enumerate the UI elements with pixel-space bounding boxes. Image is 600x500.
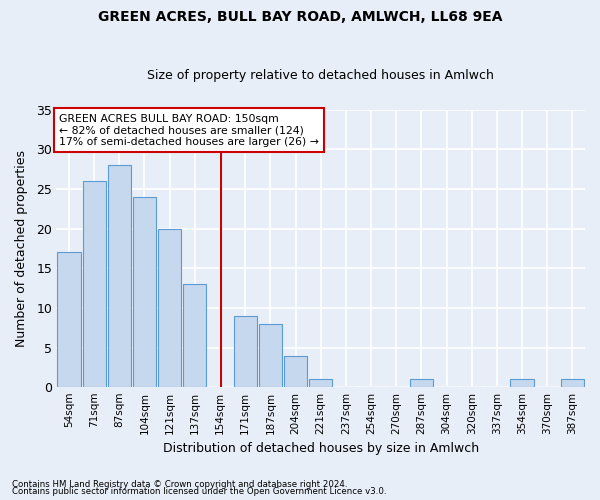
Text: Contains public sector information licensed under the Open Government Licence v3: Contains public sector information licen…: [12, 488, 386, 496]
Bar: [83, 181, 106, 388]
Bar: [561, 380, 584, 388]
Bar: [259, 324, 282, 388]
Bar: [108, 165, 131, 388]
Bar: [309, 380, 332, 388]
Bar: [284, 356, 307, 388]
Bar: [158, 228, 181, 388]
Bar: [58, 252, 80, 388]
X-axis label: Distribution of detached houses by size in Amlwch: Distribution of detached houses by size …: [163, 442, 479, 455]
Title: Size of property relative to detached houses in Amlwch: Size of property relative to detached ho…: [147, 69, 494, 82]
Bar: [511, 380, 533, 388]
Text: GREEN ACRES, BULL BAY ROAD, AMLWCH, LL68 9EA: GREEN ACRES, BULL BAY ROAD, AMLWCH, LL68…: [98, 10, 502, 24]
Bar: [183, 284, 206, 388]
Bar: [233, 316, 257, 388]
Text: GREEN ACRES BULL BAY ROAD: 150sqm
← 82% of detached houses are smaller (124)
17%: GREEN ACRES BULL BAY ROAD: 150sqm ← 82% …: [59, 114, 319, 147]
Bar: [410, 380, 433, 388]
Bar: [133, 197, 156, 388]
Y-axis label: Number of detached properties: Number of detached properties: [15, 150, 28, 347]
Text: Contains HM Land Registry data © Crown copyright and database right 2024.: Contains HM Land Registry data © Crown c…: [12, 480, 347, 489]
